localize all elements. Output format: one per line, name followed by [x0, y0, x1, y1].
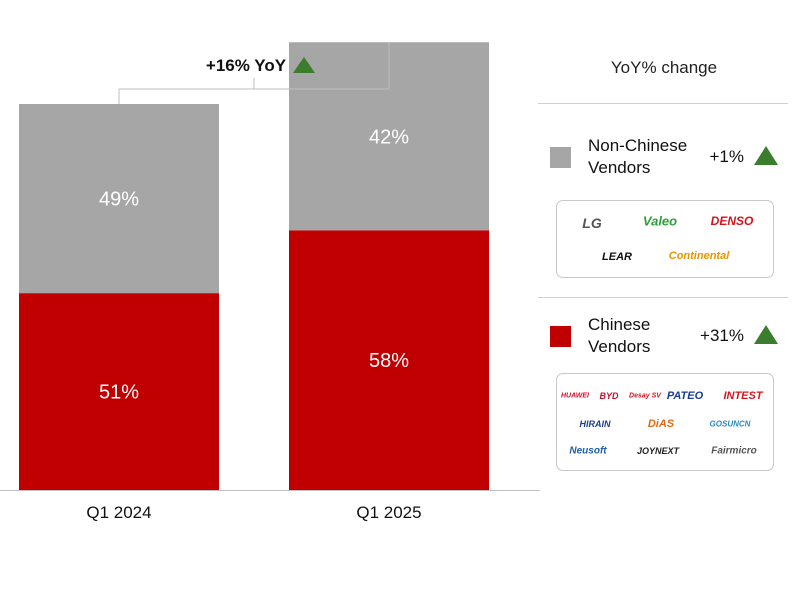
data-label-chinese-0: 51%	[99, 382, 139, 404]
vendor-logo-gosuncn: GOSUNCN	[709, 419, 751, 429]
up-arrow-icon	[754, 325, 778, 344]
stacked-bar-chart: 51% 49% Q1 2024 58% 42% Q1 2025 +16% YoY	[0, 42, 540, 522]
chinese-vendor-logos: HUAWEI BYD Desay SV PATEO INTEST HIRAIN DiAS GO…	[556, 373, 774, 471]
vendor-logo-neusoft: Neusoft	[569, 445, 607, 457]
legend-label-non-chinese: Non-Chinese Vendors	[588, 136, 688, 177]
vendor-logo-fairmicro: Fairmicro	[711, 445, 757, 457]
vendor-logo-denso: DENSO	[710, 214, 754, 228]
vendor-logo-dias: DiAS	[647, 418, 675, 430]
data-label-non-chinese-1: 42%	[369, 126, 409, 148]
chinese-swatch	[550, 326, 571, 347]
bar-non-chinese-0	[19, 104, 219, 294]
legend-divider-top	[538, 103, 788, 104]
bar-chinese-0	[19, 293, 219, 490]
legend-header: YoY% change	[610, 58, 718, 77]
yoy-annotation: +16% YoY	[206, 56, 287, 75]
vendor-logo-huawei: HUAWEI	[561, 392, 589, 400]
non-chinese-swatch	[550, 147, 571, 168]
vendor-logo-pateo: PATEO	[666, 390, 704, 402]
data-label-chinese-1: 58%	[369, 350, 409, 372]
bar-chinese-1	[289, 230, 489, 490]
legend-label-chinese: Chinese Vendors	[588, 315, 651, 356]
up-arrow-icon	[293, 57, 315, 73]
vendor-logo-joynext: JOYNEXT	[636, 446, 680, 456]
legend-item-chinese: Chinese Vendors +31%	[548, 314, 788, 364]
non-chinese-vendor-logos: LG Valeo DENSO LEAR Continental	[556, 200, 774, 278]
vendor-logo-hirain: HIRAIN	[579, 419, 611, 429]
up-arrow-icon	[754, 146, 778, 165]
x-tick-label: Q1 2024	[86, 503, 151, 522]
vendor-logo-desay-sv: Desay SV	[629, 392, 661, 400]
legend-change-non-chinese: +1%	[709, 147, 745, 166]
legend-item-non-chinese: Non-Chinese Vendors +1%	[548, 135, 788, 185]
vendor-logo-lear: LEAR	[602, 251, 632, 263]
vendor-logo-continental: Continental	[668, 250, 730, 262]
vendor-logo-intest: INTEST	[723, 390, 763, 402]
x-tick-label: Q1 2025	[356, 503, 421, 522]
vendor-logo-byd: BYD	[599, 391, 619, 401]
legend-change-chinese: +31%	[700, 326, 744, 345]
legend-divider-middle	[538, 297, 788, 298]
vendor-logo-lg: LG	[582, 215, 602, 231]
vendor-logo-valeo: Valeo	[642, 213, 678, 229]
data-label-non-chinese-0: 49%	[99, 189, 139, 211]
